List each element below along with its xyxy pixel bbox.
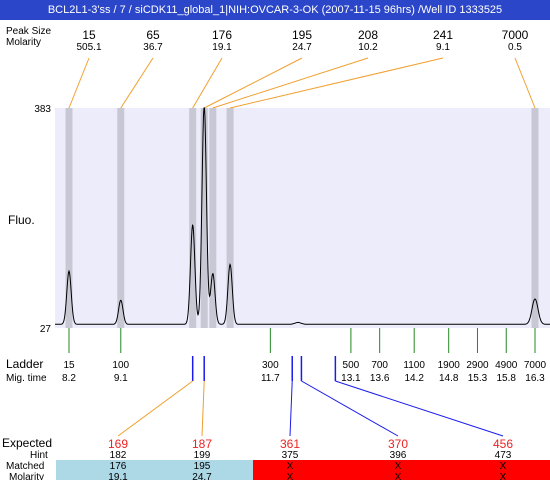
fluo-axis-label: Fluo. <box>8 213 35 227</box>
peak-size-label: Peak Size <box>6 26 51 37</box>
hint-value: 182 <box>110 450 127 461</box>
peak-size-value: 65 <box>146 28 160 42</box>
ladder-size-value: 4900 <box>495 360 518 371</box>
peak-band <box>200 108 208 328</box>
peak-molarity-value: 0.5 <box>508 42 522 53</box>
expected-leader-line <box>335 380 504 437</box>
peak-size-value: 208 <box>358 28 378 42</box>
matched-value: X <box>500 461 507 472</box>
ladder-label: Ladder <box>6 357 43 371</box>
ladder-size-value: 7000 <box>524 360 547 371</box>
peak-leader-line <box>120 57 154 109</box>
matched-label: Matched <box>6 461 44 472</box>
hint-value: 199 <box>194 450 211 461</box>
peak-leader-line <box>203 57 303 109</box>
peak-size-value: 241 <box>433 28 453 42</box>
ladder-mig-time-value: 11.7 <box>261 373 280 384</box>
peak-band <box>117 108 125 328</box>
ladder-size-value: 1900 <box>438 360 461 371</box>
matched-molarity-value: X <box>500 472 507 480</box>
peak-leader-line <box>212 57 369 109</box>
ladder-size-value: 500 <box>343 360 360 371</box>
hint-value: 375 <box>282 450 299 461</box>
peak-band <box>226 108 234 328</box>
plot-area <box>55 108 550 328</box>
hint-value: 396 <box>390 450 407 461</box>
expected-leader-line <box>201 380 205 437</box>
ladder-size-value: 2900 <box>466 360 489 371</box>
ladder-mig-time-value: 15.3 <box>468 373 488 384</box>
molarity-label: Molarity <box>6 37 41 48</box>
peak-leader-line <box>68 57 90 109</box>
mig-time-label: Mig. time <box>6 373 47 384</box>
ladder-mig-time-value: 16.3 <box>525 373 545 384</box>
peak-size-value: 195 <box>292 28 312 42</box>
expected-value: 169 <box>108 437 128 451</box>
ladder-mig-time-value: 8.2 <box>62 373 76 384</box>
ladder-mig-time-value: 13.6 <box>370 373 390 384</box>
peak-band <box>189 108 197 328</box>
peak-leader-line <box>229 57 444 109</box>
expected-leader-line <box>301 380 399 437</box>
ladder-mig-time-value: 14.8 <box>439 373 459 384</box>
ladder-size-value: 15 <box>63 360 75 371</box>
peak-leader-line <box>192 57 223 109</box>
matched-missing-band <box>253 460 550 480</box>
matched-value: 176 <box>110 461 127 472</box>
y-tick-min: 27 <box>40 324 52 335</box>
matched-value: X <box>287 461 294 472</box>
peak-molarity-value: 505.1 <box>76 42 101 53</box>
expected-value: 187 <box>192 437 212 451</box>
matched-molarity-value: X <box>395 472 402 480</box>
peak-size-value: 176 <box>212 28 232 42</box>
ladder-size-value: 300 <box>262 360 279 371</box>
ladder-size-value: 100 <box>112 360 129 371</box>
ladder-size-value: 700 <box>371 360 388 371</box>
hint-value: 473 <box>495 450 512 461</box>
signal-trace <box>55 107 550 325</box>
expected-value: 361 <box>280 437 300 451</box>
peak-band <box>65 108 73 328</box>
peak-molarity-value: 10.2 <box>358 42 378 53</box>
matched-molarity-value: 19.1 <box>108 472 128 480</box>
peak-leader-line <box>514 57 536 109</box>
expected-value: 370 <box>388 437 408 451</box>
expected-leader-line <box>289 380 293 437</box>
expected-label: Expected <box>2 436 52 450</box>
matched-ok-band <box>56 460 253 480</box>
ladder-size-value: 1100 <box>403 360 425 371</box>
page-title: BCL2L1-3'ss / 7 / siCDK11_global_1|NIH:O… <box>0 0 550 20</box>
ladder-mig-time-value: 14.2 <box>404 373 424 384</box>
peak-molarity-value: 19.1 <box>212 42 232 53</box>
matched-value: X <box>395 461 402 472</box>
hint-label: Hint <box>30 450 48 461</box>
peak-molarity-value: 36.7 <box>143 42 163 53</box>
matched-molarity-value: 24.7 <box>192 472 212 480</box>
expected-value: 456 <box>493 437 513 451</box>
matched-value: 195 <box>194 461 211 472</box>
y-tick-max: 383 <box>34 104 51 115</box>
expected-leader-line <box>117 380 193 437</box>
peak-molarity-value: 24.7 <box>292 42 312 53</box>
peak-molarity-value: 9.1 <box>436 42 450 53</box>
peak-band <box>531 108 539 328</box>
ladder-mig-time-value: 13.1 <box>341 373 361 384</box>
ladder-mig-time-value: 15.8 <box>497 373 517 384</box>
bottom-molarity-label: Molarity <box>9 472 44 480</box>
peak-size-value: 15 <box>82 28 96 42</box>
ladder-mig-time-value: 9.1 <box>114 373 128 384</box>
peak-band <box>209 108 217 328</box>
peak-size-value: 7000 <box>502 28 529 42</box>
matched-molarity-value: X <box>287 472 294 480</box>
